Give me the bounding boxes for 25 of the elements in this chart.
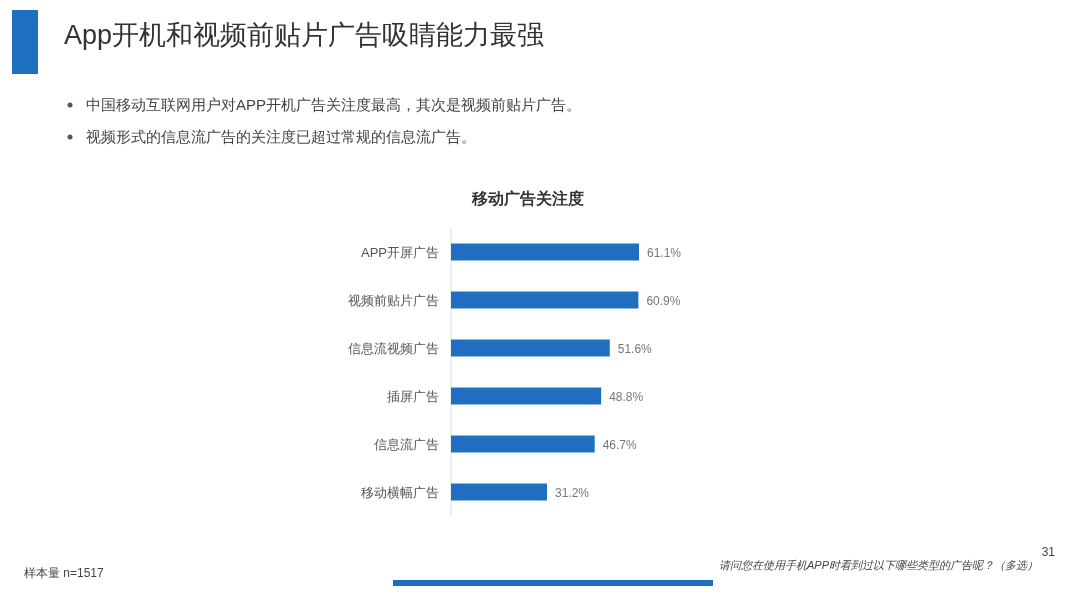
bar [451, 435, 595, 453]
bar [451, 291, 639, 309]
bar [451, 483, 547, 501]
y-tick-label: 插屏广告 [387, 389, 439, 404]
data-label: 48.8% [609, 390, 644, 404]
data-label: 31.2% [555, 486, 590, 500]
data-label: 61.1% [647, 246, 682, 260]
data-label: 46.7% [602, 438, 638, 452]
text: 视频形式的信息流广告的关注度已超过常规的信息流广告。 [86, 128, 476, 145]
y-tick-label: 移动横幅广告 [361, 485, 439, 500]
y-tick-label: 信息流视频广告 [348, 341, 439, 356]
data-label: 60.9% [646, 294, 681, 308]
bar [451, 243, 639, 261]
bar [451, 339, 610, 357]
text: 请问您在使用手机APP时看到过以下哪些类型的广告呢？（多选） [718, 559, 1038, 571]
text: 样本量 n=1517 [24, 566, 105, 580]
y-tick-label: 视频前贴片广告 [348, 293, 439, 308]
y-tick-label: APP开屏广告 [360, 245, 439, 260]
bar [451, 387, 602, 405]
chart-title: App开机和视频前贴片广告吸睛能力最强 [64, 20, 545, 50]
chart-subtitle: 移动广告关注度 [471, 189, 584, 207]
y-tick-label: 信息流广告 [374, 437, 439, 452]
text: 31 [1041, 545, 1056, 559]
text: 中国移动互联网用户对APP开机广告关注度最高，其次是视频前贴片广告。 [86, 96, 582, 113]
data-label: 51.6% [617, 342, 653, 356]
